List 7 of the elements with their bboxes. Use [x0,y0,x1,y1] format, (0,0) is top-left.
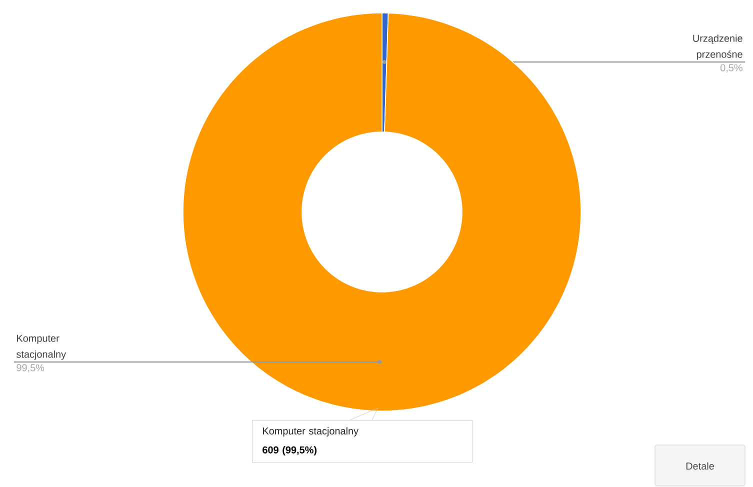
data-label: 0,5% [720,64,742,72]
slice-label: Urządzenie przenośne [693,34,742,60]
data-label: 99,5% [16,364,44,372]
text: 609 (99,5%) [262,446,317,456]
slice-label: Komputer stacjonalny [16,334,66,360]
text: Detale [686,462,714,470]
text: Komputer stacjonalny [263,427,359,436]
